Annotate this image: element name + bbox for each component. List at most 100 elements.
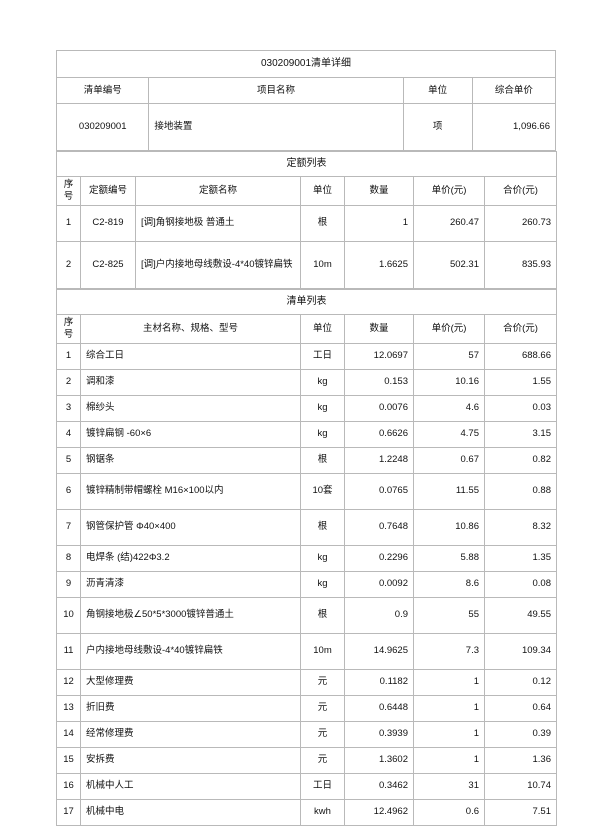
material-quantity: 0.0076	[344, 394, 414, 422]
table-row: 6 镀锌精制带帽螺栓 M16×100以内 10套 0.0765 11.55 0.88	[56, 472, 557, 510]
material-seq: 15	[56, 746, 81, 774]
material-seq: 12	[56, 668, 81, 696]
material-amount: 1.36	[484, 746, 557, 774]
material-name: 大型修理费	[80, 668, 301, 696]
material-quantity: 0.3939	[344, 720, 414, 748]
material-name: 棉纱头	[80, 394, 301, 422]
material-unit-price: 31	[413, 772, 485, 800]
column-header-unit: 单位	[402, 77, 473, 104]
material-unit: kg	[300, 570, 345, 598]
detail-sheet: 030209001清单详细 清单编号 项目名称 单位 综合单价 03020900…	[55, 50, 558, 826]
material-amount: 0.64	[484, 694, 557, 722]
material-seq: 3	[56, 394, 81, 422]
material-amount: 109.34	[484, 632, 557, 670]
column-header-bill-code: 清单编号	[55, 77, 150, 104]
material-quantity: 0.9	[344, 596, 414, 634]
table-row: 4 镀锌扁钢 -60×6 kg 0.6626 4.75 3.15	[56, 420, 557, 448]
material-seq: 7	[56, 508, 81, 546]
material-amount: 0.12	[484, 668, 557, 696]
column-header-unit: 单位	[300, 313, 345, 344]
quota-seq: 2	[56, 240, 81, 289]
material-name: 经常修理费	[80, 720, 301, 748]
material-seq: 4	[56, 420, 81, 448]
material-name: 角钢接地极∠50*5*3000镀锌普通土	[80, 596, 301, 634]
material-unit: 10m	[300, 632, 345, 670]
material-list-table: 清单列表 序号 主材名称、规格、型号 单位 数量 单价(元) 合价(元) 1 综合…	[56, 288, 557, 826]
material-seq: 13	[56, 694, 81, 722]
quota-code: C2-825	[80, 240, 136, 289]
material-quantity: 12.0697	[344, 342, 414, 370]
bill-header-columns-row: 清单编号 项目名称 单位 综合单价	[55, 77, 557, 104]
quota-section-title: 定额列表	[55, 151, 558, 177]
bill-code-value: 030209001	[55, 103, 150, 151]
material-unit-price: 11.55	[413, 472, 485, 510]
material-name: 户内接地母线敷设-4*40镀锌扁铁	[80, 632, 301, 670]
material-quantity: 1.2248	[344, 446, 414, 474]
table-row: 2 C2-825 [调]户内接地母线敷设-4*40镀锌扁铁 10m 1.6625…	[56, 240, 558, 289]
material-name: 综合工日	[80, 342, 301, 370]
quota-unit-price: 260.47	[413, 204, 485, 242]
document-title-row: 030209001清单详细	[56, 50, 556, 78]
material-unit-price: 0.6	[413, 798, 485, 826]
material-unit: 元	[300, 720, 345, 748]
table-row: 8 电焊条 (结)422Φ3.2 kg 0.2296 5.88 1.35	[56, 544, 557, 572]
material-amount: 0.82	[484, 446, 557, 474]
material-unit-price: 55	[413, 596, 485, 634]
material-seq: 14	[56, 720, 81, 748]
material-amount: 8.32	[484, 508, 557, 546]
material-unit-price: 8.6	[413, 570, 485, 598]
quota-name: [调]角钢接地极 普通土	[135, 204, 301, 242]
table-row: 2 调和漆 kg 0.153 10.16 1.55	[56, 368, 557, 396]
material-name: 电焊条 (结)422Φ3.2	[80, 544, 301, 572]
material-quantity: 12.4962	[344, 798, 414, 826]
material-header-row: 序号 主材名称、规格、型号 单位 数量 单价(元) 合价(元)	[56, 313, 557, 344]
material-unit-price: 1	[413, 746, 485, 774]
quota-code: C2-819	[80, 204, 136, 242]
material-name: 镀锌精制带帽螺栓 M16×100以内	[80, 472, 301, 510]
quota-unit: 根	[300, 204, 345, 242]
material-unit: 工日	[300, 772, 345, 800]
material-amount: 0.08	[484, 570, 557, 598]
table-row: 13 折旧费元 0.6448 1 0.64	[56, 694, 557, 722]
material-seq: 5	[56, 446, 81, 474]
bill-item-name-value: 接地装置	[148, 103, 404, 151]
material-name: 钢管保护管 Φ40×400	[80, 508, 301, 546]
material-name: 沥青清漆	[80, 570, 301, 598]
table-row: 9 沥青清漆 kg 0.0092 8.6 0.08	[56, 570, 557, 598]
material-section-title-row: 清单列表	[56, 288, 557, 315]
material-seq: 11	[56, 632, 81, 670]
column-header-comprehensive-price: 综合单价	[471, 77, 557, 104]
table-row: 030209001 接地装置 项 1,096.66	[55, 103, 557, 151]
table-row: 11 户内接地母线敷设-4*40镀锌扁铁 10m 14.9625 7.3 109.34	[56, 632, 557, 670]
page-title: 030209001清单详细	[56, 50, 556, 78]
material-unit-price: 4.75	[413, 420, 485, 448]
quota-header-row: 序号 定额编号 定额名称 单位 数量 单价(元) 合价(元)	[56, 176, 558, 206]
table-row: 16 机械中人工 工日 0.3462 31 10.74	[56, 772, 557, 800]
material-seq: 10	[56, 596, 81, 634]
material-quantity: 0.0092	[344, 570, 414, 598]
column-header-quantity: 数量	[344, 176, 414, 206]
material-seq: 6	[56, 472, 81, 510]
material-section-title: 清单列表	[56, 288, 557, 315]
material-unit-price: 10.16	[413, 368, 485, 396]
quota-amount: 835.93	[483, 240, 558, 289]
material-unit: 根	[300, 446, 345, 474]
material-quantity: 0.3462	[344, 772, 414, 800]
material-unit: 元	[300, 668, 345, 696]
material-amount: 7.51	[484, 798, 557, 826]
column-header-seq: 序号	[56, 313, 81, 344]
material-unit-price: 1	[413, 720, 485, 748]
column-header-unit-price: 单价(元)	[413, 176, 485, 206]
column-header-quota-name: 定额名称	[135, 176, 301, 206]
material-name: 机械中人工	[80, 772, 301, 800]
material-amount: 49.55	[484, 596, 557, 634]
material-name: 调和漆	[80, 368, 301, 396]
material-unit: 根	[300, 596, 345, 634]
quota-section-title-row: 定额列表	[55, 151, 558, 177]
table-row: 7 钢管保护管 Φ40×400 根 0.7648 10.86 8.32	[56, 508, 557, 546]
material-seq: 16	[56, 772, 81, 800]
material-name: 钢锯条	[80, 446, 301, 474]
quota-name: [调]户内接地母线敷设-4*40镀锌扁铁	[135, 240, 301, 289]
quota-unit-price: 502.31	[413, 240, 485, 289]
material-unit-price: 1	[413, 694, 485, 722]
